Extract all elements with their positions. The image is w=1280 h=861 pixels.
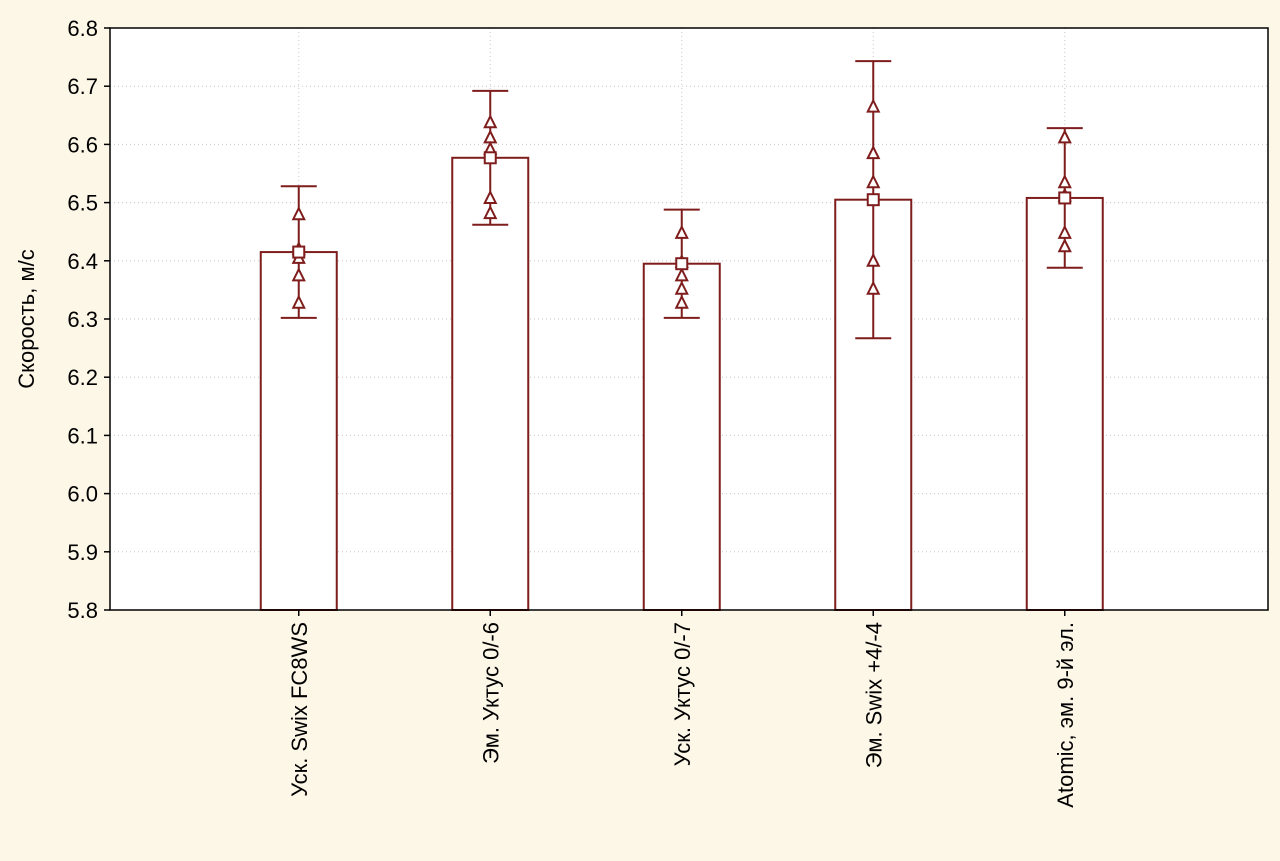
mean-marker <box>1058 191 1072 205</box>
x-tick-label: Уск. Swix FC8WS <box>287 622 312 797</box>
bar-group <box>451 89 530 611</box>
data-point <box>674 280 689 295</box>
data-point <box>866 144 881 160</box>
data-point <box>1057 238 1072 253</box>
data-point <box>291 206 306 221</box>
bar-group <box>834 60 913 611</box>
y-tick-label: 5.8 <box>67 598 98 623</box>
bar <box>834 198 913 611</box>
data-point <box>866 98 881 113</box>
data-point <box>291 267 306 282</box>
bar-group <box>1025 127 1104 611</box>
data-point <box>866 280 881 295</box>
y-tick-label: 6.7 <box>67 74 98 99</box>
data-point <box>483 204 498 220</box>
y-tick-label: 6.8 <box>67 16 98 41</box>
bar <box>451 156 530 611</box>
x-tick-label: Уск. Уктус 0/-7 <box>670 622 695 766</box>
y-tick-label: 6.2 <box>67 365 98 390</box>
bar-group <box>259 185 338 611</box>
y-tick-label: 6.3 <box>67 307 98 332</box>
x-tick-label: Эм. Уктус 0/-6 <box>478 622 503 764</box>
y-tick-label: 5.9 <box>67 540 98 565</box>
data-point <box>291 294 306 309</box>
y-axis-label: Скорость, м/с <box>14 249 39 388</box>
data-point <box>674 294 689 309</box>
data-point <box>483 189 498 204</box>
bar-group <box>642 208 721 611</box>
y-tick-label: 6.1 <box>67 423 98 448</box>
data-point <box>1057 224 1072 239</box>
y-tick-label: 6.0 <box>67 482 98 507</box>
x-axis: Уск. Swix FC8WS Эм. Уктус 0/-6 Уск. Уктус … <box>287 610 1078 808</box>
y-tick-label: 6.5 <box>67 191 98 216</box>
bar <box>642 262 721 611</box>
y-axis: 5.8 5.9 6.0 6.1 6.2 6.3 6.4 6.5 6.6 6.7 6.8 <box>67 16 110 623</box>
mean-marker <box>675 257 689 271</box>
data-point <box>866 173 881 189</box>
data-point <box>674 224 689 239</box>
mean-marker <box>866 193 880 207</box>
data-point <box>1057 173 1072 189</box>
bars <box>259 60 1104 611</box>
data-point <box>483 114 498 129</box>
data-point <box>1057 129 1072 144</box>
x-tick-label: Atomic, эм. 9-й эл. <box>1053 622 1078 808</box>
data-point <box>674 267 689 282</box>
y-tick-label: 6.6 <box>67 132 98 157</box>
data-point <box>866 252 881 267</box>
x-tick-label: Эм. Swix +4/-4 <box>861 622 886 768</box>
mean-marker <box>483 151 497 165</box>
mean-marker <box>292 245 306 259</box>
y-tick-label: 6.4 <box>67 249 98 274</box>
